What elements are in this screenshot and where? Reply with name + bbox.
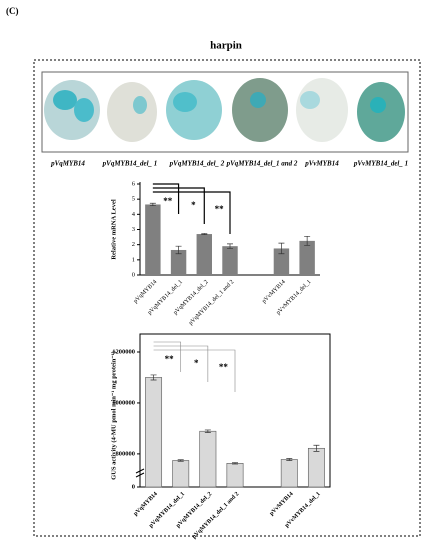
bar — [299, 240, 315, 275]
y-tick-label: 3 — [132, 226, 135, 233]
x-tick-label: pVqMYB14 — [133, 491, 159, 517]
significance-bracket — [152, 191, 231, 234]
x-tick-label: pVvMYB14 — [261, 279, 286, 304]
bar — [226, 463, 244, 488]
significance-label: * — [191, 200, 196, 210]
significance-label: ** — [215, 204, 225, 214]
x-tick-label: pVqMYB14_del_1 and 2 — [191, 491, 240, 540]
error-bar — [201, 233, 208, 236]
panel-frame — [33, 59, 421, 537]
y-axis-label: Relative mRNA Level — [110, 199, 117, 259]
significance-label: ** — [219, 362, 229, 372]
bar — [273, 248, 290, 275]
significance-label: ** — [165, 354, 175, 364]
y-tick-label: 800000 — [116, 450, 136, 457]
error-bar — [175, 245, 182, 255]
bar — [170, 249, 187, 275]
leaf — [232, 78, 288, 142]
leaf-stain — [300, 91, 320, 109]
significance-bracket — [153, 341, 182, 372]
error-bar — [177, 459, 184, 462]
error-bar — [286, 458, 293, 461]
bar — [307, 447, 325, 488]
leaf — [166, 80, 222, 140]
bar — [172, 460, 190, 488]
x-tick-label: pVvMYB14 — [269, 491, 295, 517]
leaf-stain — [133, 96, 147, 114]
error-bar — [204, 429, 211, 433]
leaf — [296, 78, 348, 142]
error-bar — [150, 374, 157, 381]
bar — [222, 246, 238, 275]
y-tick-label: 6 — [132, 180, 136, 187]
error-bar — [304, 235, 311, 246]
leaf-label: pVqMYB14 — [50, 160, 85, 168]
leaves — [44, 78, 405, 142]
y-tick-label: 5 — [132, 196, 135, 203]
significance-label: * — [194, 358, 199, 368]
x-tick-label: pVqMYB14_del_1 and 2 — [188, 279, 235, 326]
significance-bracket — [153, 349, 236, 392]
axis-break — [135, 468, 145, 478]
significance-label: ** — [163, 196, 173, 206]
leaf-label: pVqMYB14_del_1 and 2 — [226, 160, 298, 168]
leaf-stain — [53, 90, 77, 110]
error-bar — [313, 444, 320, 452]
title: harpin — [210, 40, 242, 52]
y-tick-label: 2 — [132, 241, 135, 248]
y-tick-label: 0 — [132, 483, 135, 490]
leaf-stain — [74, 98, 94, 122]
y-tick-label: 4 — [132, 211, 136, 218]
leaf-frame — [41, 71, 409, 153]
bar — [280, 459, 298, 488]
y-tick-label: 1200000 — [112, 348, 135, 355]
leaf-label: pVvMYB14_del_ 1 — [353, 160, 408, 168]
significance-bracket — [152, 183, 180, 214]
leaf-label: pVqMYB14_del_ 2 — [169, 160, 225, 168]
panel-label: (C) — [6, 6, 19, 16]
error-bar — [278, 242, 285, 255]
leaf-stain — [370, 97, 386, 113]
leaf — [107, 82, 157, 142]
error-bar — [227, 243, 233, 249]
leaf-stain — [250, 92, 266, 108]
leaf-label: pVqMYB14_del_ 1 — [102, 160, 158, 168]
bar — [145, 204, 161, 275]
significance-bracket — [153, 345, 209, 382]
leaf-stain — [173, 92, 197, 112]
y-tick-label: 1000000 — [112, 399, 135, 406]
error-bar — [149, 202, 156, 207]
bar — [145, 377, 163, 488]
leaf-label: pVvMYB14 — [304, 160, 339, 168]
y-axis-label: GUS activity (4-MU pmol min⁻¹ mg protein… — [110, 351, 117, 480]
x-tick-label: pVqMYB14 — [133, 279, 158, 304]
y-tick-label: 0 — [132, 271, 135, 278]
y-tick-label: 1 — [132, 256, 135, 263]
bar — [199, 430, 217, 488]
significance-bracket — [152, 187, 205, 224]
error-bar — [232, 462, 238, 465]
bar — [196, 234, 212, 275]
